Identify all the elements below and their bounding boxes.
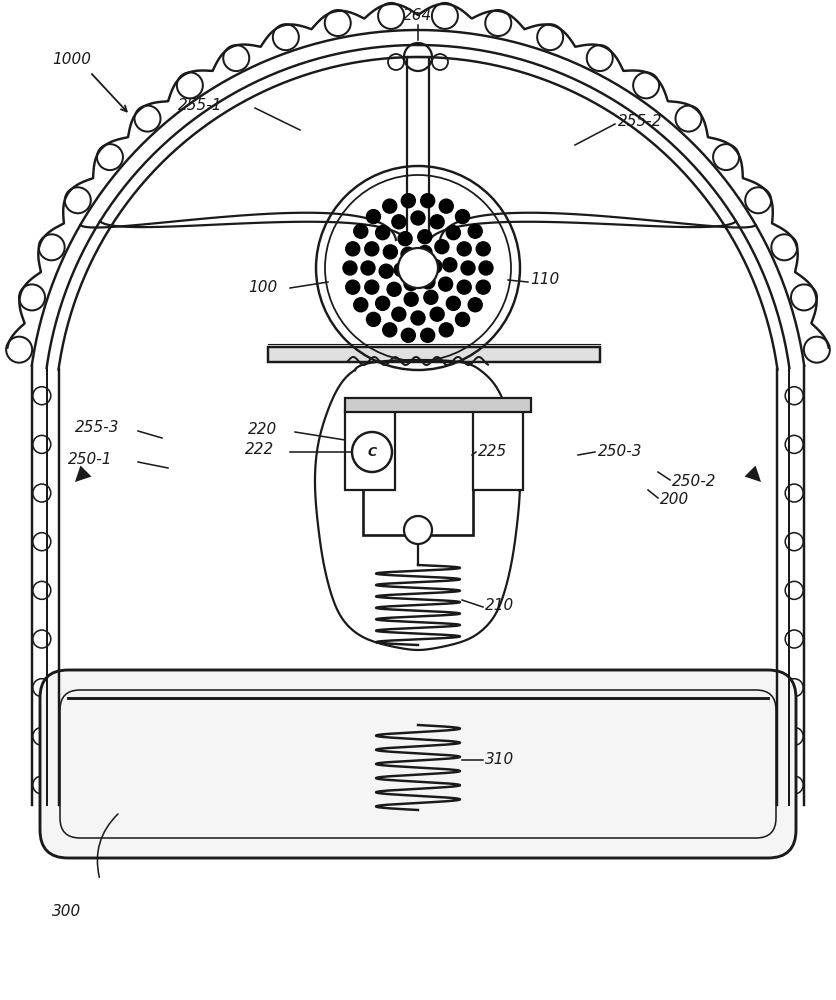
- Text: 220: 220: [248, 422, 278, 438]
- Circle shape: [392, 215, 405, 229]
- Circle shape: [401, 247, 415, 261]
- Circle shape: [439, 277, 452, 291]
- Circle shape: [352, 432, 392, 472]
- Circle shape: [398, 232, 412, 246]
- Circle shape: [457, 242, 472, 256]
- Circle shape: [346, 280, 359, 294]
- Circle shape: [418, 246, 432, 260]
- Text: 300: 300: [52, 904, 81, 920]
- Circle shape: [446, 226, 461, 240]
- Circle shape: [477, 280, 490, 294]
- Text: 110: 110: [530, 272, 559, 288]
- Bar: [363, 410, 473, 535]
- Text: 264: 264: [404, 7, 432, 22]
- Text: 255-1: 255-1: [178, 98, 222, 112]
- Circle shape: [431, 307, 444, 321]
- Circle shape: [364, 280, 379, 294]
- Circle shape: [421, 328, 435, 342]
- Bar: [345, 410, 395, 490]
- Circle shape: [354, 298, 368, 312]
- Circle shape: [343, 261, 357, 275]
- Circle shape: [411, 311, 425, 325]
- FancyBboxPatch shape: [40, 670, 796, 858]
- Circle shape: [366, 210, 380, 224]
- Circle shape: [384, 245, 397, 259]
- Bar: [473, 410, 523, 490]
- Text: 250-2: 250-2: [672, 475, 716, 489]
- Circle shape: [404, 292, 418, 306]
- Circle shape: [456, 312, 470, 326]
- Bar: [268, 347, 600, 362]
- Text: 250-3: 250-3: [598, 444, 643, 460]
- Circle shape: [468, 298, 482, 312]
- Circle shape: [435, 240, 449, 254]
- Circle shape: [387, 282, 401, 296]
- Circle shape: [446, 296, 461, 310]
- Circle shape: [361, 261, 375, 275]
- Circle shape: [443, 258, 456, 272]
- Circle shape: [366, 312, 380, 326]
- Circle shape: [354, 224, 368, 238]
- Circle shape: [457, 280, 472, 294]
- Circle shape: [421, 275, 435, 289]
- Text: 1000: 1000: [52, 52, 91, 68]
- Circle shape: [404, 276, 418, 290]
- Circle shape: [394, 263, 408, 277]
- Circle shape: [364, 242, 379, 256]
- Text: 255-3: 255-3: [75, 420, 120, 434]
- Circle shape: [383, 323, 397, 337]
- Text: 310: 310: [485, 752, 514, 768]
- Circle shape: [418, 230, 432, 244]
- Circle shape: [439, 199, 453, 213]
- Text: 222: 222: [245, 442, 274, 458]
- Text: 225: 225: [478, 444, 507, 460]
- Circle shape: [375, 296, 390, 310]
- Circle shape: [346, 242, 359, 256]
- Circle shape: [456, 210, 470, 224]
- Circle shape: [404, 516, 432, 544]
- Text: 210: 210: [485, 597, 514, 612]
- Text: 250-1: 250-1: [68, 452, 113, 468]
- Circle shape: [380, 264, 393, 278]
- Circle shape: [411, 211, 425, 225]
- Circle shape: [439, 323, 453, 337]
- Circle shape: [431, 215, 444, 229]
- Circle shape: [421, 194, 435, 208]
- Circle shape: [375, 226, 390, 240]
- Circle shape: [401, 194, 415, 208]
- Text: 200: 200: [660, 492, 689, 508]
- Text: 255-2: 255-2: [618, 114, 662, 129]
- Circle shape: [479, 261, 493, 275]
- Circle shape: [468, 224, 482, 238]
- Circle shape: [477, 242, 490, 256]
- Circle shape: [401, 328, 415, 342]
- Text: 100: 100: [248, 280, 278, 296]
- Circle shape: [392, 307, 405, 321]
- Circle shape: [398, 248, 438, 288]
- Circle shape: [424, 290, 438, 304]
- Text: C: C: [368, 446, 376, 458]
- Bar: [345, 398, 531, 412]
- Circle shape: [461, 261, 475, 275]
- Circle shape: [428, 259, 442, 273]
- Circle shape: [383, 199, 397, 213]
